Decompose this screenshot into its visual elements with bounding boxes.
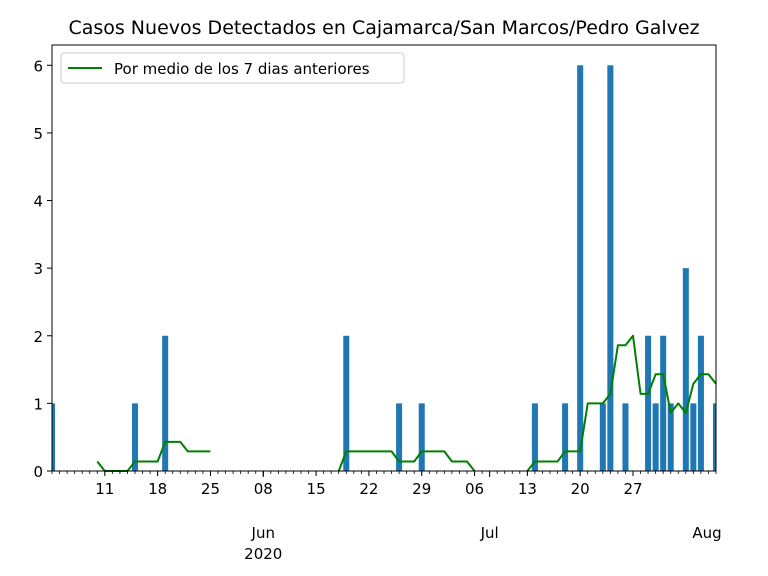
bar [577,65,584,472]
x-tick-label: 08 [254,480,273,498]
bar [396,403,403,471]
x-tick-label: 25 [201,480,220,498]
y-tick-label: 1 [33,395,43,413]
x-year-label: 2020 [244,545,282,563]
bar [667,403,674,471]
bar [599,403,606,471]
bar [645,335,652,471]
y-tick-label: 5 [33,125,43,143]
bar [712,403,716,471]
x-tick-label: 06 [465,480,484,498]
bar [660,335,667,471]
average-line [526,334,717,472]
x-tick-label: 22 [359,480,378,498]
average-line [337,450,476,472]
bar [131,403,139,471]
y-tick-label: 0 [33,463,43,481]
average-line [96,440,211,472]
x-tick-label: 18 [148,480,167,498]
bar [652,403,659,471]
x-tick-label: 15 [307,480,326,498]
bar [562,403,569,471]
bar [343,335,350,471]
x-tick-label: 11 [95,480,114,498]
legend-label: Por medio de los 7 dias anteriores [114,60,370,78]
bar [531,403,538,471]
x-tick-label: 27 [623,480,642,498]
x-month-label: Aug [692,524,721,542]
x-tick-label: 29 [412,480,431,498]
legend-box [60,52,405,84]
bar [52,403,56,471]
y-tick-label: 4 [33,193,43,211]
y-tick-label: 6 [33,57,43,75]
x-tick-label: 13 [518,480,537,498]
x-tick-label: 20 [571,480,590,498]
plot-frame [51,44,717,472]
x-month-label: Jun [251,524,275,542]
bar [682,268,689,471]
legend: Por medio de los 7 dias anteriores [60,52,405,84]
chart-title: Casos Nuevos Detectados en Cajamarca/San… [68,17,699,39]
y-tick-label: 2 [33,328,43,346]
x-axis: 11 18 25 08 15 22 29 06 13 20 27 Jun 2020 Jul Aug [51,471,722,563]
bar [690,403,697,471]
y-tick-label: 3 [33,260,43,278]
bar [162,335,169,471]
x-month-label: Jul [480,524,499,542]
bar [697,335,704,471]
y-axis: 0 1 2 3 4 5 6 [33,57,52,481]
bar [418,403,425,471]
bar [607,65,614,472]
bar [622,403,629,471]
bar-series [52,65,716,472]
